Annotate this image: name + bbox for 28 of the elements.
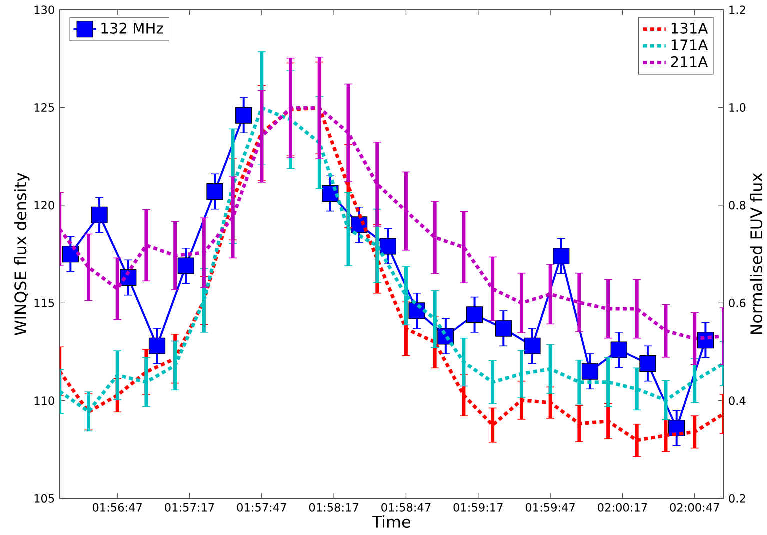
y2-tick-label: 1.2	[730, 6, 746, 14]
y2-tick-label: 0.4	[729, 396, 746, 406]
y-tick-label: 105	[34, 494, 54, 504]
y-tick-label: 110	[34, 396, 54, 406]
y-tick-label: 115	[34, 299, 54, 308]
x-tick-label: 01:56:47	[92, 504, 142, 512]
legend-label: 131A	[672, 23, 708, 34]
x-tick-label: 01:57:47	[237, 504, 286, 512]
y2-tick-label: 0.6	[729, 299, 746, 308]
x-tick-label: 01:59:47	[526, 504, 575, 512]
y-tick-label: 125	[34, 104, 54, 112]
x-tick-label: 02:00:17	[598, 504, 648, 512]
y2-tick-label: 1.0	[730, 104, 746, 112]
y-tick-label: 130	[34, 6, 54, 14]
x-tick-label: 01:58:47	[382, 504, 431, 512]
x-tick-label: 01:58:17	[309, 504, 358, 512]
legend-label: 171A	[672, 40, 708, 51]
x-tick-label: 01:57:17	[165, 504, 214, 512]
y2-tick-label: 0.2	[729, 494, 746, 504]
y-tick-label: 120	[34, 201, 54, 210]
x-tick-label: 02:00:47	[670, 504, 720, 512]
legend-label: 211A	[671, 56, 708, 68]
y2-axis-title: Normalised EUV flux	[750, 174, 763, 334]
x-tick-label: 01:59:17	[454, 504, 503, 512]
y-axis-title: WINQSE flux density	[14, 173, 30, 336]
legend-label: 132 MHz	[102, 23, 164, 34]
y2-tick-label: 0.8	[729, 201, 746, 210]
x-axis-title: Time	[372, 516, 410, 528]
